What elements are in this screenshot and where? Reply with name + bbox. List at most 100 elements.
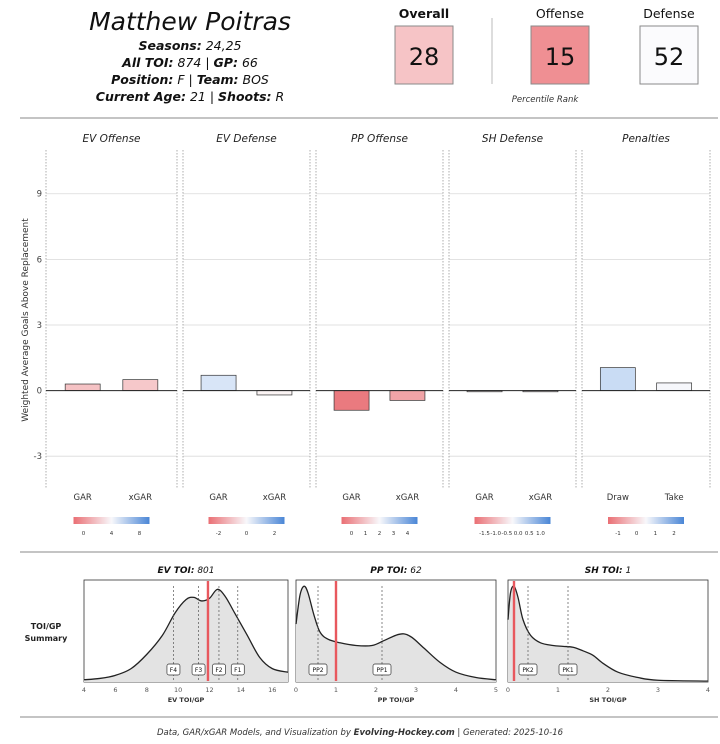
gar-bar: [389, 390, 426, 401]
toi-x-tick: 3: [414, 686, 418, 694]
y-tick-label: 6: [37, 255, 42, 265]
toi-x-tick: 12: [205, 686, 213, 694]
info-value: 874 |: [174, 55, 214, 70]
role-marker-label: PK1: [562, 667, 574, 674]
percentile-boxes: Overall 28 Offense 15 Defense 52: [394, 6, 699, 85]
footer-site: Evolving-Hockey.com: [354, 728, 455, 738]
toi-x-tick: 2: [606, 686, 610, 694]
legend-tick-label: -1: [615, 531, 620, 537]
color-legend-bar: [341, 517, 418, 524]
legend-tick-label: 8: [138, 531, 142, 537]
toi-title-value: 62: [407, 566, 422, 576]
x-tick-label: xGAR: [529, 493, 552, 503]
percentile-label: Defense: [643, 6, 695, 21]
toi-x-tick: 16: [268, 686, 276, 694]
toi-title-label: PP TOI:: [370, 566, 407, 576]
gar-panel: EV Defense GAR xGAR -2 0 2: [182, 133, 311, 537]
toi-summary-label-line1: TOI/GP: [31, 622, 62, 631]
toi-x-tick: 14: [237, 686, 245, 694]
percentile-value: 28: [409, 43, 440, 71]
toi-x-label: PP TOI/GP: [378, 696, 415, 704]
toi-panel-title: EV TOI: 801: [157, 566, 214, 576]
density-curve: [507, 585, 709, 682]
gar-panel: EV Offense GAR xGAR 0 4 8: [45, 133, 178, 537]
x-tick-label: xGAR: [263, 493, 286, 503]
role-marker-label: PK2: [522, 667, 534, 674]
toi-title-value: 1: [623, 566, 632, 576]
info-label: Team:: [197, 72, 239, 87]
legend-tick-label: -2: [216, 531, 221, 537]
percentile-value: 52: [654, 43, 685, 71]
player-header: Matthew Poitras Seasons: 24,25 All TOI: 8…: [89, 7, 291, 104]
gar-bar: [333, 390, 370, 411]
role-marker-tag: [558, 663, 578, 676]
panel-title: SH Defense: [482, 133, 543, 145]
role-marker-tag: [230, 663, 245, 676]
role-marker-label: F2: [215, 667, 222, 674]
toi-panel-title: PP TOI: 62: [370, 566, 422, 576]
panel-title: PP Offense: [351, 133, 408, 145]
percentile-box: [530, 25, 590, 85]
legend-tick-label: 2: [273, 531, 277, 537]
density-area: [296, 586, 496, 682]
toi-summary-label: TOI/GP Summary: [25, 622, 68, 643]
player-info: Seasons: 24,25 All TOI: 874 | GP: 66 Posit…: [96, 38, 284, 104]
info-value: F |: [173, 72, 196, 87]
legend-tick-label: 0: [635, 531, 639, 537]
legend-tick-label: 0.0: [514, 531, 523, 537]
footer-prefix: Data, GAR/xGAR Models, and Visualization…: [157, 728, 354, 738]
color-legend-bar: [208, 517, 285, 524]
percentile-box: [394, 25, 454, 85]
density-area: [84, 589, 288, 682]
y-tick-label: 9: [37, 190, 42, 200]
legend-tick-label: -1.0: [490, 531, 501, 537]
info-label: All TOI:: [121, 55, 173, 70]
legend-tick-label: 1: [364, 531, 368, 537]
toi-panel: PP TOI: 62 PP2 PP1 0 1 2 3 4 5 PP TOI/GP: [294, 566, 498, 704]
legend-tick-label: 0: [350, 531, 354, 537]
toi-x-tick: 1: [556, 686, 560, 694]
percentile-caption: Percentile Rank: [512, 95, 580, 105]
percentile-box: [639, 25, 699, 85]
gar-bar: [599, 367, 636, 391]
info-label: Shoots:: [218, 89, 272, 104]
player-info-line: All TOI: 874 | GP: 66: [121, 55, 258, 70]
density-curve: [295, 585, 497, 681]
toi-x-tick: 5: [494, 686, 498, 694]
panel-title: Penalties: [622, 133, 670, 145]
y-tick-label: 3: [37, 321, 42, 331]
legend-tick-label: 4: [406, 531, 410, 537]
legend-tick-label: 3: [392, 531, 396, 537]
legend-tick-label: 2: [378, 531, 382, 537]
color-legend-bar: [73, 517, 150, 524]
legend-tick-label: 2: [672, 531, 676, 537]
toi-summary-label-line2: Summary: [25, 634, 68, 643]
x-tick-label: xGAR: [396, 493, 419, 503]
gar-bar: [256, 390, 293, 396]
y-tick-label: 0: [37, 387, 42, 397]
gar-bar: [656, 382, 693, 391]
y-axis-label: Weighted Average Goals Above Replacement: [21, 218, 31, 422]
legend-tick-label: -0.5: [502, 531, 513, 537]
toi-panel: EV TOI: 801 F4 F3 F2 F1 4 6 8 10 12 14 16 EV TOI/GP: [82, 566, 289, 704]
role-marker-tag: [166, 663, 181, 676]
x-tick-label: GAR: [475, 493, 493, 503]
role-marker-label: PP2: [312, 667, 323, 674]
legend-tick-label: 0: [82, 531, 86, 537]
toi-x-tick: 3: [656, 686, 660, 694]
legend-tick-label: 0: [245, 531, 249, 537]
info-label: Current Age:: [96, 89, 186, 104]
percentile-label: Overall: [399, 6, 449, 21]
role-marker-tag: [191, 663, 206, 676]
toi-title-value: 801: [194, 566, 214, 576]
gar-panel: PP Offense GAR xGAR 0 1 2 3 4: [315, 133, 444, 537]
panel-title: EV Defense: [216, 133, 276, 145]
role-marker-label: F4: [170, 667, 177, 674]
x-tick-label: Draw: [607, 493, 629, 503]
toi-x-tick: 1: [334, 686, 338, 694]
legend-tick-label: -1.5: [479, 531, 490, 537]
percentile-value: 15: [545, 43, 576, 71]
toi-x-tick: 4: [82, 686, 86, 694]
